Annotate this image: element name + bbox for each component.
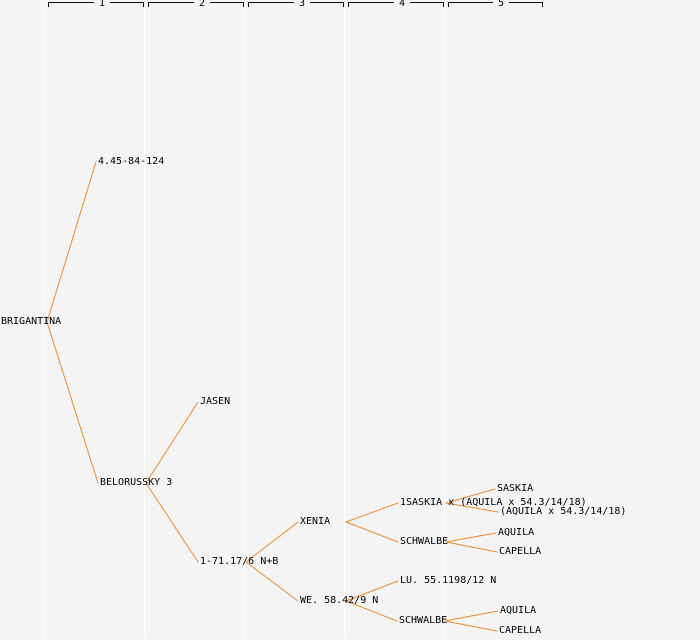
pedigree-node-schwalbe-1[interactable]: SCHWALBE <box>400 536 449 547</box>
pedigree-node-aquila-1[interactable]: AQUILA <box>498 527 535 538</box>
pedigree-edge-schwalbe-1--aquila-1 <box>445 532 497 543</box>
pedigree-edge-saskia-aquila-cross--aquila-54-cross <box>445 502 499 513</box>
pedigree-edge-saskia-aquila-cross--saskia <box>445 488 496 504</box>
pedigree-node-sel-1-71-17-6[interactable]: 1-71.17/6 N+B <box>200 556 279 567</box>
pedigree-node-aquila-2[interactable]: AQUILA <box>500 605 537 616</box>
pedigree-edge-xenia--schwalbe-1 <box>345 521 399 543</box>
generation-number-5: 5 <box>492 0 510 9</box>
pedigree-edge-sel-1-71-17-6--xenia <box>245 521 299 563</box>
pedigree-edge-schwalbe-1--capella-1 <box>445 541 498 553</box>
pedigree-node-we-58-42-9[interactable]: WE. 58.42/9 N <box>300 595 379 606</box>
generation-number-4: 4 <box>393 0 411 9</box>
pedigree-node-sel-4-45-84-124[interactable]: 4.45-84-124 <box>98 156 165 167</box>
pedigree-node-schwalbe-2[interactable]: SCHWALBE <box>399 615 448 626</box>
pedigree-edge-we-58-42-9--lu-55-1198-12 <box>345 580 399 602</box>
pedigree-edge-schwalbe-2--capella-2 <box>444 620 498 632</box>
pedigree-node-aquila-54-cross[interactable]: (AQUILA x 54.3/14/18) <box>500 506 627 517</box>
pedigree-node-xenia[interactable]: XENIA <box>300 516 331 527</box>
generation-number-2: 2 <box>193 0 211 9</box>
pedigree-edge-brigantina--sel-4-45-84-124 <box>46 161 97 323</box>
pedigree-edge-sel-1-71-17-6--we-58-42-9 <box>245 561 299 602</box>
pedigree-edge-we-58-42-9--schwalbe-2 <box>345 600 398 622</box>
generation-number-3: 3 <box>293 0 311 9</box>
pedigree-edge-xenia--saskia-aquila-cross <box>345 502 399 523</box>
pedigree-node-saskia-aquila-cross[interactable]: 1SASKIA x (AQUILA x 54.3/14/18) <box>400 497 587 508</box>
pedigree-node-capella-2[interactable]: CAPELLA <box>499 625 542 636</box>
pedigree-node-capella-1[interactable]: CAPELLA <box>499 546 542 557</box>
pedigree-edge-belorussky-3--sel-1-71-17-6 <box>145 482 199 563</box>
pedigree-edge-belorussky-3--jasen <box>145 401 199 484</box>
generation-number-1: 1 <box>93 0 111 9</box>
pedigree-node-belorussky-3[interactable]: BELORUSSKY 3 <box>100 477 173 488</box>
pedigree-node-saskia[interactable]: SASKIA <box>497 483 534 494</box>
pedigree-edge-brigantina--belorussky-3 <box>46 321 99 484</box>
pedigree-node-jasen[interactable]: JASEN <box>200 396 231 407</box>
pedigree-node-brigantina[interactable]: BRIGANTINA <box>1 316 62 327</box>
pedigree-edge-schwalbe-2--aquila-2 <box>444 610 499 622</box>
pedigree-node-lu-55-1198-12[interactable]: LU. 55.1198/12 N <box>400 575 497 586</box>
